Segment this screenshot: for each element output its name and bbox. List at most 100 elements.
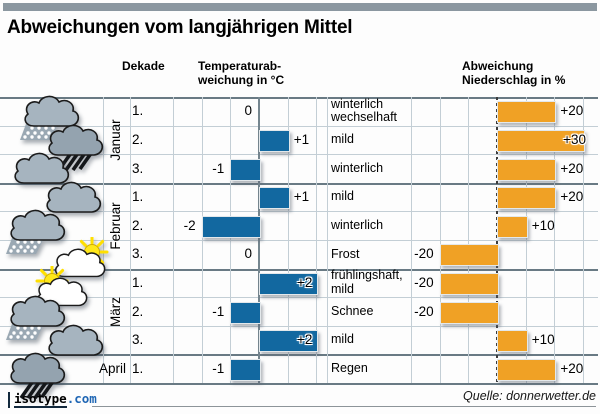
sun-cloud-right-icon: [50, 235, 114, 285]
temp-bar: [259, 129, 290, 152]
weather-label: frühlingshaft, mild: [331, 268, 403, 296]
temp-zero-axis: [258, 97, 260, 383]
precip-bar: [497, 330, 528, 353]
dekade-label: 1.: [132, 189, 144, 205]
temp-bar: [230, 158, 261, 181]
month-label: April: [98, 360, 126, 376]
temp-gridline: [230, 97, 232, 383]
column-separator-line: [326, 97, 328, 383]
precip-value-label: -20: [414, 303, 434, 319]
temp-gridline: [316, 97, 318, 383]
temp-value-label: +1: [293, 131, 310, 147]
weather-label: mild: [331, 332, 354, 347]
precip-gridline: [583, 97, 585, 383]
temp-value-label: -1: [212, 303, 225, 319]
precip-gridline: [525, 97, 527, 383]
snow-cloud-svg: [20, 95, 80, 140]
top-accent-bar: [3, 3, 597, 11]
temp-value-label: -2: [183, 217, 196, 233]
sun-cloud-left-svg: [35, 264, 88, 306]
temp-value-label: 0: [244, 246, 252, 262]
snow-cloud-svg: [6, 210, 66, 255]
precip-bar: [497, 215, 528, 238]
column-separator-line: [130, 97, 131, 383]
temp-bar: [201, 215, 261, 238]
weather-label: winterlich: [331, 160, 384, 175]
precip-value-label: -20: [414, 246, 434, 262]
temp-value-label: -1: [212, 360, 225, 376]
snow-cloud-icon: [20, 94, 84, 142]
cloud-icon: [42, 180, 106, 228]
temp-bar: [259, 330, 319, 353]
cloud-icon: [44, 323, 108, 371]
precip-gridline: [439, 97, 441, 383]
cloud-svg: [14, 152, 70, 184]
weather-label: mild: [331, 189, 354, 204]
temp-gridline: [201, 97, 203, 383]
row-separator-line: [0, 125, 598, 127]
cloud-icon: [10, 151, 74, 199]
footer-rule: [92, 406, 596, 407]
column-header-precipitation: Abweichung Niederschlag in %: [462, 59, 566, 87]
sun-cloud-right-svg: [55, 235, 109, 278]
dekade-label: 3.: [132, 160, 144, 176]
sun-cloud-left-icon: [30, 264, 94, 314]
precip-bar: [439, 301, 499, 324]
precip-value-label: -20: [414, 274, 434, 290]
weather-label: winterlich wechselhaft: [331, 96, 398, 125]
row-separator-line: [0, 240, 598, 241]
dekade-label: 3.: [132, 332, 144, 348]
weather-label: Schnee: [331, 303, 374, 318]
column-separator-line: [103, 97, 104, 383]
logo-text: isotype: [14, 391, 67, 408]
weather-label: mild: [331, 132, 354, 147]
cloud-svg: [48, 324, 104, 356]
precip-value-label: +10: [531, 332, 555, 348]
rain-cloud-svg: [10, 353, 66, 400]
chart-bottom-line: [0, 383, 598, 385]
temp-gridline: [287, 97, 289, 383]
snow-cloud-svg: [6, 295, 66, 341]
temp-value-label: -1: [212, 160, 225, 176]
temp-bar: [230, 358, 261, 381]
isotype-logo: isotype.com: [8, 391, 97, 408]
precip-gridline: [410, 97, 412, 383]
precip-value-label: +30: [563, 131, 586, 147]
row-separator-line: [0, 211, 598, 213]
temp-value-label: +2: [296, 332, 313, 348]
rain-cloud-svg: [48, 124, 104, 171]
source-credit: Quelle: donnerwetter.de: [463, 389, 596, 403]
temp-value-label: +1: [293, 189, 310, 205]
row-separator-line: [0, 297, 598, 299]
precip-bar: [497, 358, 557, 381]
precip-value-label: +20: [560, 189, 584, 205]
weather-label: Frost: [331, 246, 360, 261]
temp-gridline: [172, 97, 174, 383]
precip-value-label: +10: [531, 217, 555, 233]
dekade-label: 1.: [132, 360, 144, 376]
weather-label: Regen: [331, 360, 368, 375]
precip-bar: [497, 158, 557, 181]
precip-gridline: [554, 97, 556, 383]
precip-value-label: +20: [560, 160, 584, 176]
month-separator-line: [0, 354, 598, 357]
precip-gridline: [468, 97, 470, 383]
row-separator-line: [0, 325, 598, 327]
precip-bar: [439, 244, 499, 267]
dekade-label: 1.: [132, 103, 144, 119]
snow-cloud-icon: [6, 208, 70, 256]
dekade-label: 2.: [132, 131, 144, 147]
dekade-label: 2.: [132, 217, 144, 233]
month-label: Januar: [108, 119, 123, 161]
dekade-label: 1.: [132, 274, 144, 290]
temp-value-label: 0: [244, 103, 252, 119]
precip-zero-axis: [496, 97, 498, 383]
precip-bar: [439, 272, 499, 295]
page-title: Abweichungen vom langjährigen Mittel: [7, 17, 353, 38]
row-separator-line: [0, 154, 598, 156]
temp-bar: [259, 272, 319, 295]
column-header-temperature: Temperaturab- weichung in °C: [198, 59, 285, 87]
snow-cloud-icon: [6, 294, 70, 342]
dekade-label: 2.: [132, 303, 144, 319]
